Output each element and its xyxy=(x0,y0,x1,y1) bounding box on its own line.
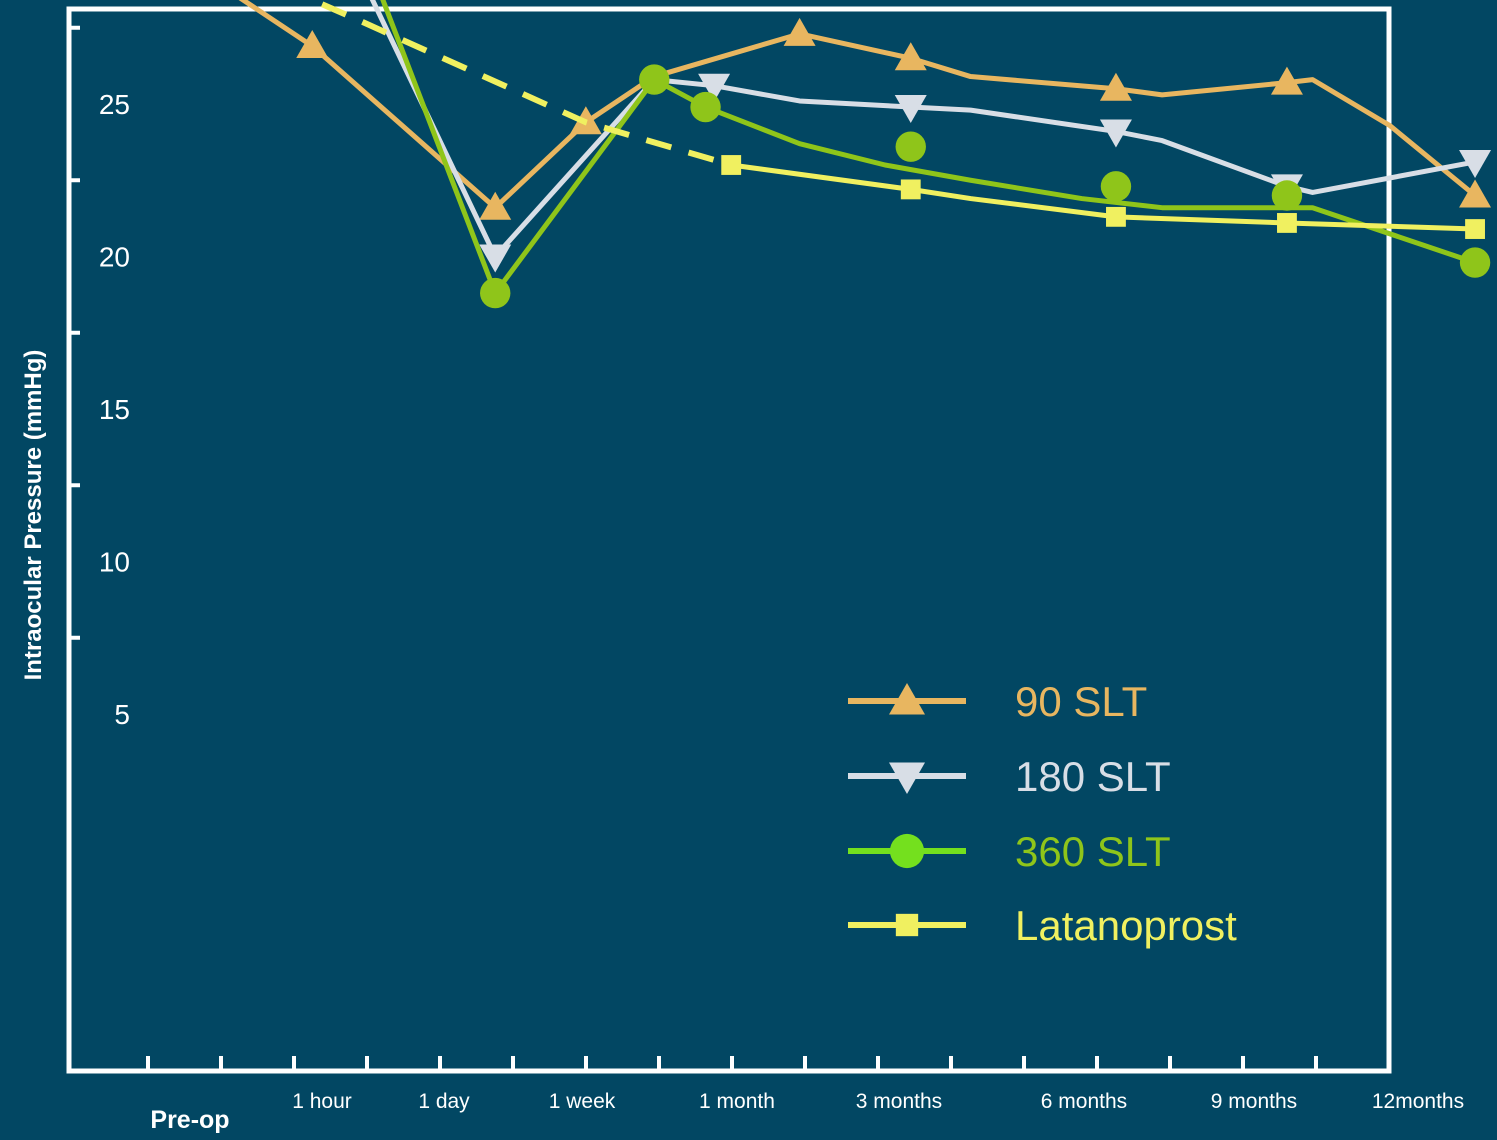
data-point xyxy=(1271,180,1303,211)
series-line xyxy=(238,0,1477,211)
legend-label: 180 SLT xyxy=(1015,753,1171,800)
data-point xyxy=(1459,149,1492,178)
data-point xyxy=(1099,119,1132,148)
data-point xyxy=(1459,179,1492,208)
data-point xyxy=(1099,72,1132,101)
data-point xyxy=(690,91,721,123)
data-point xyxy=(479,191,512,220)
y-tick-label: 5 xyxy=(114,699,130,730)
x-tick-label: 1 month xyxy=(699,1090,775,1113)
data-point xyxy=(1106,206,1126,227)
data-point xyxy=(894,95,927,124)
legend-label: 90 SLT xyxy=(1015,678,1147,725)
x-tick-label: 12months xyxy=(1372,1090,1464,1113)
x-tick-label: Pre-op xyxy=(150,1106,229,1134)
data-point xyxy=(783,17,816,46)
data-point xyxy=(479,244,512,273)
y-axis-label: Intraocular Pressure (mmHg) xyxy=(20,350,47,681)
data-point xyxy=(296,30,329,59)
data-point xyxy=(698,73,731,102)
x-tick-label: 1 day xyxy=(418,1090,470,1113)
y-tick-label: 15 xyxy=(99,394,130,425)
data-point xyxy=(639,64,670,95)
plot-frame xyxy=(66,6,1392,1074)
legend-label: 360 SLT xyxy=(1015,828,1171,875)
legend-marker xyxy=(889,683,925,715)
data-point xyxy=(480,277,511,309)
y-tick-label: 20 xyxy=(99,242,130,273)
y-tick-label: 10 xyxy=(99,547,130,578)
x-tick-label: 9 months xyxy=(1211,1090,1297,1113)
x-tick-label: 6 months xyxy=(1041,1090,1127,1113)
legend-marker xyxy=(895,913,919,937)
x-tick-label: 3 months xyxy=(856,1090,942,1113)
series-layer xyxy=(238,0,1492,309)
data-point xyxy=(1270,66,1303,95)
x-axis: Pre-op 1 hour 1 day 1 week 1 month 3 months 6 … xyxy=(146,1056,1464,1134)
x-tick-label: 1 hour xyxy=(292,1090,352,1113)
x-tick-label: 1 week xyxy=(549,1090,616,1113)
data-point xyxy=(895,131,926,162)
data-point xyxy=(900,179,921,200)
data-point xyxy=(1459,247,1491,278)
legend-marker xyxy=(889,762,925,794)
legend-marker xyxy=(889,833,925,869)
legend-label: Latanoprost xyxy=(1015,902,1237,949)
y-tick-label: 25 xyxy=(99,89,130,120)
data-point xyxy=(1277,213,1297,233)
data-point xyxy=(721,155,742,175)
y-axis: 5101520253035 xyxy=(69,25,130,730)
legend: 90 SLT 180 SLT 360 SLT Latanoprost xyxy=(848,678,1237,949)
data-point xyxy=(894,42,927,71)
data-point xyxy=(1100,171,1132,202)
series-line-dashed xyxy=(304,0,733,168)
data-point xyxy=(1465,219,1485,239)
series-line xyxy=(730,162,1476,232)
